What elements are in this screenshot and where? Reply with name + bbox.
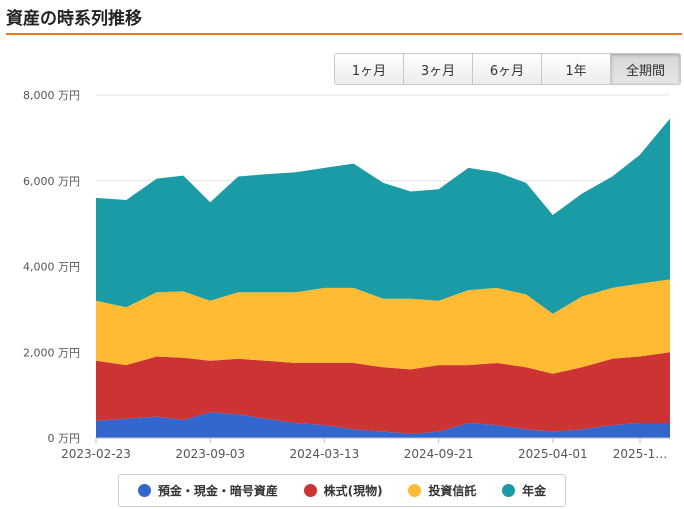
y-tick-label: 8,000 万円: [23, 89, 80, 102]
x-tick-label: 2025-04-01: [518, 447, 588, 461]
legend-item-pension[interactable]: 年金: [502, 482, 546, 499]
range-button-6m[interactable]: 6ヶ月: [473, 54, 542, 84]
x-tick-label: 2025-1…: [613, 447, 668, 461]
area-stocks: [96, 352, 670, 434]
area-deposits: [96, 412, 670, 438]
legend-item-deposits[interactable]: 預金・現金・暗号資産: [137, 482, 278, 499]
chart-legend: 預金・現金・暗号資産 株式(現物) 投資信託 年金: [118, 474, 566, 507]
legend-label-stocks: 株式(現物): [323, 484, 383, 498]
x-tick-label: 2023-02-23: [61, 447, 131, 461]
legend-dot-stocks-icon: [303, 484, 317, 497]
title-divider: [6, 33, 682, 35]
area-funds: [96, 279, 670, 374]
range-selector: 1ヶ月 3ヶ月 6ヶ月 1年 全期間: [334, 53, 681, 85]
legend-label-deposits: 預金・現金・暗号資産: [157, 484, 278, 498]
y-tick-label: 6,000 万円: [23, 175, 80, 188]
y-tick-label: 2,000 万円: [23, 346, 80, 359]
area-pension: [96, 118, 670, 314]
legend-label-pension: 年金: [522, 484, 547, 498]
y-tick-label: 0 万円: [48, 432, 81, 445]
legend-item-funds[interactable]: 投資信託: [408, 482, 476, 499]
range-button-1y[interactable]: 1年: [542, 54, 611, 84]
x-tick-label: 2024-09-21: [404, 447, 474, 461]
range-button-3m[interactable]: 3ヶ月: [404, 54, 473, 84]
legend-dot-deposits-icon: [137, 484, 151, 497]
legend-label-funds: 投資信託: [428, 484, 477, 498]
x-tick-label: 2024-03-13: [290, 447, 360, 461]
y-tick-label: 4,000 万円: [23, 261, 80, 274]
legend-dot-funds-icon: [408, 484, 422, 497]
range-button-all[interactable]: 全期間: [611, 54, 680, 84]
asset-stacked-area-chart: 0 万円 2,000 万円 4,000 万円 6,000 万円 8,000 万円 2023…: [23, 89, 670, 461]
legend-dot-pension-icon: [502, 484, 516, 497]
range-button-1m[interactable]: 1ヶ月: [335, 54, 404, 84]
page-title: 資産の時系列推移: [6, 9, 142, 29]
x-tick-label: 2023-09-03: [175, 447, 245, 461]
legend-item-stocks[interactable]: 株式(現物): [303, 482, 383, 499]
